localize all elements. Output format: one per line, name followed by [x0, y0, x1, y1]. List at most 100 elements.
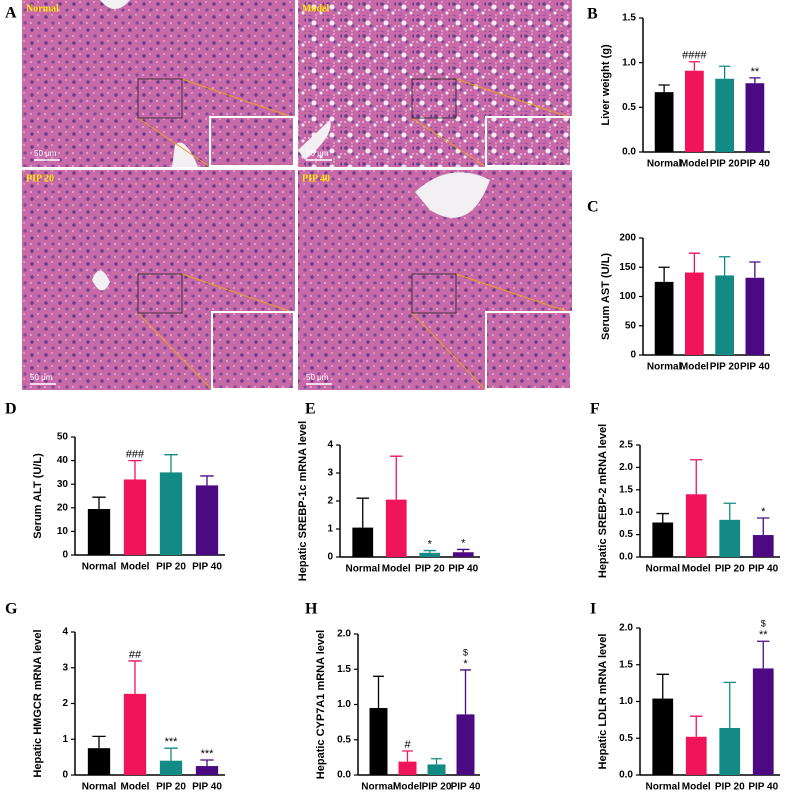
y-tick-label: 200	[619, 233, 636, 244]
x-tick-label: PIP 40	[748, 564, 778, 575]
panel-letter: D	[5, 401, 17, 418]
significance-label: ####	[682, 50, 707, 62]
y-axis-label: Hepatic SREBP-1c mRNA level	[297, 421, 309, 581]
bar	[745, 277, 765, 355]
bar	[652, 698, 674, 775]
y-tick-label: 0.5	[619, 529, 633, 540]
x-tick-label: PIP 40	[748, 782, 778, 792]
bar	[452, 552, 474, 557]
y-tick-label: 150	[619, 262, 636, 273]
bar	[385, 499, 407, 557]
significance-label: $	[761, 619, 766, 629]
x-tick-label: Normal	[361, 782, 396, 792]
error-bar	[200, 475, 214, 486]
significance-label: **	[751, 66, 760, 78]
y-tick-label: 1.0	[337, 699, 351, 710]
x-tick-label: PIP 40	[192, 562, 222, 573]
panel-letter: I	[590, 601, 596, 618]
bar	[685, 494, 707, 557]
y-tick-label: 0	[630, 350, 636, 361]
y-tick-label: 3	[62, 662, 68, 673]
y-tick-label: 1	[62, 734, 68, 745]
image-label: PIP 40	[302, 173, 330, 184]
bar	[369, 708, 388, 775]
y-axis-label: Hepatic SREBP-2 mRNA level	[597, 424, 609, 578]
y-tick-label: 0	[62, 550, 68, 561]
x-tick-label: PIP 20	[710, 159, 740, 170]
y-tick-label: 2.0	[619, 623, 633, 634]
x-tick-label: Model	[680, 159, 709, 170]
error-bar	[390, 455, 403, 500]
x-tick-label: Normal	[647, 362, 682, 373]
y-tick-label: 2.0	[619, 462, 633, 473]
image-label: Normal	[26, 3, 59, 14]
bar	[752, 535, 774, 557]
bar	[715, 275, 735, 355]
error-bar	[200, 759, 214, 767]
y-tick-label: 0.5	[619, 733, 633, 744]
bar	[87, 748, 111, 775]
y-tick-label: 10	[57, 526, 69, 537]
x-tick-label: Model	[682, 564, 711, 575]
error-bar	[749, 77, 761, 84]
y-tick-label: 3	[327, 468, 333, 479]
error-bar	[658, 266, 670, 282]
error-bar	[457, 548, 470, 553]
panel-letter: A	[5, 5, 17, 22]
bar	[159, 760, 183, 775]
y-tick-label: 20	[57, 502, 69, 513]
error-bar	[373, 675, 384, 709]
zoom-lines	[137, 78, 570, 391]
inset	[209, 116, 572, 390]
x-tick-label: Normal	[82, 562, 117, 573]
error-bar	[656, 512, 669, 523]
y-tick-label: 1.0	[619, 696, 633, 707]
bar	[685, 736, 707, 775]
y-tick-label: 0	[327, 552, 333, 563]
bar	[719, 519, 741, 557]
error-bar	[718, 65, 731, 79]
scale-bar-label: 50 μm	[34, 149, 57, 158]
y-tick-label: 1.5	[337, 664, 351, 675]
x-tick-label: Normal	[647, 159, 682, 170]
y-axis-label: Liver weight (g)	[600, 44, 612, 126]
x-tick-label: Model	[393, 782, 422, 792]
significance-label: *	[428, 538, 433, 550]
x-tick-label: PIP 40	[451, 782, 481, 792]
error-bar	[92, 496, 106, 509]
bar	[654, 92, 674, 152]
error-bar	[92, 735, 106, 749]
error-bar	[723, 681, 736, 728]
x-tick-label: PIP 20	[715, 782, 745, 792]
x-tick-label: PIP 20	[415, 564, 445, 575]
bar	[652, 522, 674, 557]
zoom-box	[137, 78, 457, 314]
y-tick-label: 0.0	[622, 147, 636, 158]
x-tick-label: PIP 20	[422, 782, 452, 792]
error-bar	[656, 673, 669, 699]
y-tick-label: 1.0	[619, 507, 633, 518]
histology-panel: Normal Model PIP 20 PIP 40 50 μm 50 μm 5…	[22, 0, 572, 391]
y-tick-label: 1.0	[622, 57, 636, 68]
x-tick-label: Normal	[646, 564, 681, 575]
significance-label: #	[404, 739, 411, 751]
significance-label: ***	[201, 748, 215, 760]
y-tick-label: 1	[327, 524, 333, 535]
error-bar	[164, 747, 178, 761]
panel-letter: E	[305, 401, 316, 418]
significance-label: $	[463, 647, 468, 657]
y-tick-label: 4	[327, 440, 333, 451]
x-tick-label: Model	[121, 562, 150, 573]
bar	[87, 508, 111, 555]
error-bar	[688, 61, 701, 71]
x-tick-label: PIP 40	[740, 362, 770, 373]
significance-label: ###	[126, 449, 145, 461]
error-bar	[718, 256, 731, 276]
y-tick-label: 0.0	[619, 552, 633, 563]
significance-label: *	[463, 658, 468, 670]
y-axis-label: Hepatic HMGCR mRNA level	[32, 629, 44, 777]
y-tick-label: 1.5	[619, 484, 633, 495]
error-bar	[402, 750, 413, 762]
x-tick-label: PIP 40	[448, 564, 478, 575]
